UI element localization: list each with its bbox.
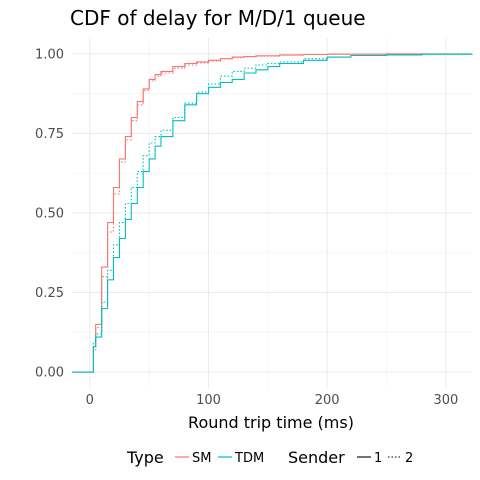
series-line-tdm-1 — [72, 53, 473, 373]
y-tick-label: 0.50 — [35, 207, 64, 222]
y-tick-label: 0.00 — [35, 366, 64, 381]
x-tick-label: 100 — [196, 393, 221, 408]
y-tick-label: 1.00 — [35, 47, 64, 62]
x-axis-label: Round trip time (ms) — [188, 413, 354, 432]
series-layer — [72, 53, 473, 373]
x-tick-label: 300 — [433, 393, 458, 408]
x-tick-label: 0 — [86, 393, 94, 408]
chart-title: CDF of delay for M/D/1 queue — [70, 6, 366, 30]
legend-label-tdm: TDM — [234, 451, 264, 466]
legend-label-sm: SM — [192, 451, 211, 466]
legend-type-entries: SM TDM — [175, 451, 264, 466]
series-line-sm-2 — [72, 53, 472, 373]
legend-label-sender-2: 2 — [405, 451, 413, 466]
grid — [72, 38, 472, 388]
legend-sender-title: Sender — [288, 448, 345, 467]
ticks: 0 100 200 300 0.00 0.25 0.50 0.75 1.00 — [35, 47, 458, 408]
y-tick-label: 0.25 — [35, 286, 64, 301]
series-line-tdm-2 — [72, 53, 473, 373]
x-tick-label: 200 — [315, 393, 340, 408]
legend-type-title: Type — [126, 448, 164, 467]
y-tick-label: 0.75 — [35, 127, 64, 142]
legend-label-sender-1: 1 — [374, 451, 382, 466]
